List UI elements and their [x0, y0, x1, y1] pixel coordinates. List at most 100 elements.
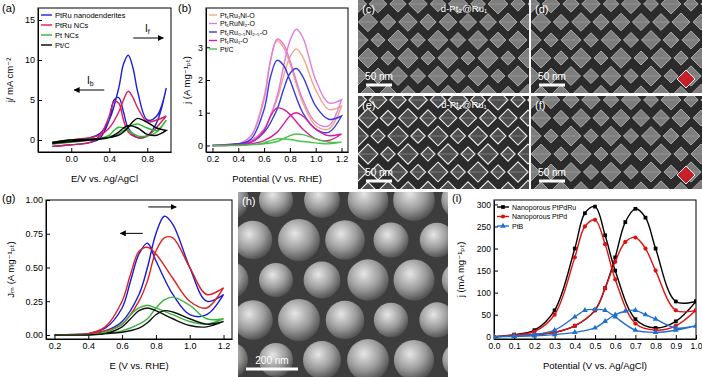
particle-edge — [508, 76, 528, 77]
x-tick-label: 0.4 — [569, 341, 581, 351]
panel-label: (d) — [535, 3, 548, 15]
series-marker — [653, 268, 657, 272]
series-line — [212, 29, 341, 145]
particle — [508, 162, 528, 182]
particle-edge — [450, 40, 465, 41]
series-marker — [603, 242, 607, 246]
x-tick-label: 0.6 — [116, 341, 129, 351]
x-tick-label: 1.0 — [691, 341, 702, 351]
particle — [693, 110, 702, 126]
series-marker — [552, 327, 558, 332]
legend-label: Pt₁Ru₀.₅Ni₂.₅-O — [220, 29, 268, 36]
particle — [641, 66, 661, 86]
legend-item: Pt/C — [209, 46, 234, 53]
particle — [621, 96, 640, 110]
particle-edge — [528, 100, 529, 101]
series-marker — [622, 308, 628, 313]
series-marker — [613, 269, 617, 273]
plot-frame — [38, 8, 171, 152]
x-tick-label: 1.2 — [336, 154, 349, 164]
legend-label: PtRu nanodenderites — [55, 11, 126, 20]
particle — [409, 96, 428, 109]
particle-edge — [398, 58, 418, 59]
particle — [347, 339, 389, 377]
y-tick: 300 — [477, 200, 498, 210]
particle-edge — [674, 58, 688, 59]
y-axis-title: j/ mA cm⁻² — [4, 58, 15, 104]
x-tick: 0.9 — [670, 335, 682, 351]
particle-edge — [623, 136, 638, 137]
particle-edge — [421, 154, 435, 155]
particle — [533, 182, 549, 189]
particle-edge — [409, 4, 428, 5]
x-axis: 0.00.40.8 — [39, 148, 172, 164]
figure: 0.00.40.8051015(a)E/V vs. Ag/AgClj/ mA c… — [0, 0, 702, 377]
legend: Nanoporous PtPdRuNanoporous PtPdPtB — [497, 204, 576, 230]
particle — [380, 110, 395, 125]
particle — [358, 108, 377, 127]
y-tick-mark — [46, 335, 50, 336]
scale-bar — [539, 180, 565, 183]
x-tick: 1.0 — [310, 148, 323, 164]
series-marker — [693, 322, 696, 327]
particle-edge — [480, 118, 497, 119]
particle-edge — [388, 40, 408, 41]
particle-edge — [501, 58, 515, 59]
particle — [428, 66, 448, 86]
x-tick: 0.4 — [569, 335, 581, 351]
particle — [554, 147, 568, 161]
series-marker — [674, 319, 678, 323]
particle — [461, 51, 475, 65]
particle — [478, 48, 498, 68]
particle — [393, 192, 435, 221]
particle — [500, 86, 516, 93]
y-tick-label: 100 — [477, 288, 491, 298]
particle — [653, 110, 670, 127]
x-tick-mark — [238, 148, 239, 152]
particle-edge — [531, 22, 550, 23]
particle-edge — [682, 40, 700, 41]
particle-edge — [612, 118, 630, 119]
particle-edge — [490, 136, 506, 137]
particle-edge — [594, 58, 608, 59]
particle — [347, 259, 388, 300]
series-marker — [512, 333, 516, 337]
particle-edge — [601, 76, 621, 77]
x-tick: 1.2 — [336, 148, 349, 164]
legend-item: PtRu nanodenderites — [41, 11, 126, 20]
particle — [358, 12, 377, 31]
x-tick-mark — [316, 148, 317, 152]
particle — [400, 182, 417, 189]
scale-bar-label: 50 nm — [538, 71, 566, 82]
particle-edge — [480, 22, 497, 23]
particle — [682, 31, 700, 49]
particle — [238, 221, 272, 260]
particle — [652, 181, 670, 189]
particle — [603, 0, 618, 12]
x-tick: 0.5 — [590, 335, 602, 351]
y-axis: 050100150200250300 — [477, 200, 498, 342]
particle — [410, 164, 425, 179]
particle — [672, 13, 690, 31]
legend-swatch — [41, 34, 52, 35]
series-marker — [572, 314, 578, 319]
legend-item: Pt/C — [41, 41, 70, 50]
particle — [400, 86, 417, 93]
particle-edge — [632, 118, 649, 119]
particle-edge — [672, 118, 690, 119]
particle-edge — [469, 40, 488, 41]
particle — [439, 109, 457, 127]
x-tick-mark — [575, 335, 576, 339]
series-marker — [552, 331, 558, 336]
x-tick-label: 0.3 — [549, 341, 561, 351]
x-tick-mark — [676, 335, 677, 339]
particle — [593, 14, 609, 30]
particle — [661, 96, 681, 110]
particle-edge — [653, 22, 670, 23]
particle — [553, 14, 568, 29]
particle — [388, 30, 408, 50]
particle — [358, 144, 378, 164]
legend-item: Pt NCs — [41, 31, 79, 40]
particle — [381, 147, 395, 161]
y-tick-label: 0 — [486, 332, 491, 342]
